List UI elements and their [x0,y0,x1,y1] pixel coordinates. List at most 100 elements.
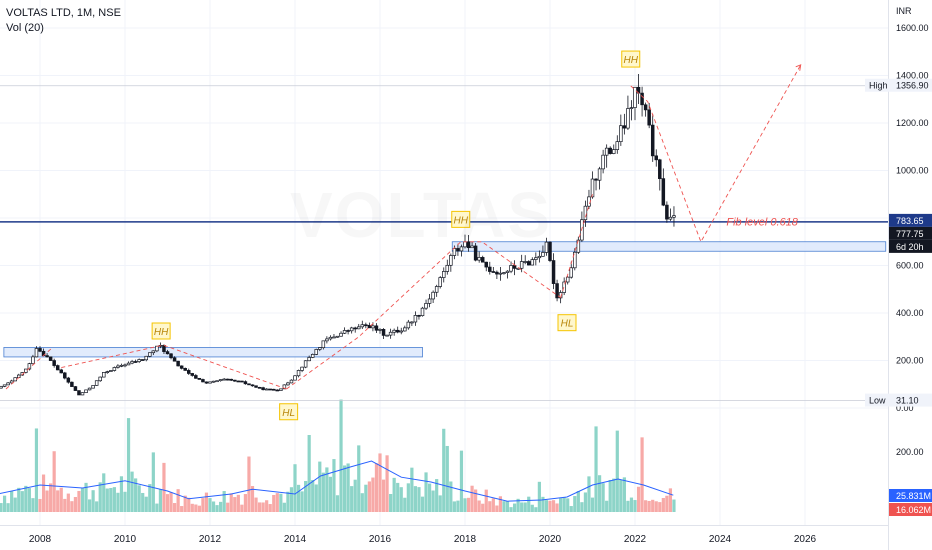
candle-body [445,264,450,272]
candle-body [73,386,78,391]
chart-legend[interactable]: VOLTAS LTD, 1M, NSE Vol (20) [6,6,121,36]
pattern-label: HH [154,327,169,338]
price-candles [0,74,676,396]
volume-bar [527,496,531,512]
candle-countdown: 6d 20h [896,242,924,252]
volume-bar [148,484,152,512]
volume-bar [158,489,163,512]
volume-bar [229,493,233,512]
candle-body [190,373,195,376]
candle-body [456,248,460,252]
volume-bar [601,483,605,512]
volume-bar [215,505,219,512]
candle-body [548,241,552,261]
symbol-title[interactable]: VOLTAS LTD, 1M, NSE [6,7,121,19]
candle-body [63,372,67,379]
candle-body [91,385,95,389]
drawing-tools[interactable]: HH HL HH HL HH Fib level 0.618 [5,50,802,421]
support-resistance-zones[interactable] [3,241,887,358]
candle-body [233,379,237,382]
candle-body [314,349,319,355]
candle-body [498,272,503,275]
price-tick-label: 600.00 [896,261,924,271]
volume-bar [190,503,194,512]
volume-bar [137,485,141,512]
volume-bar [66,493,70,512]
candle-body [275,389,280,392]
close-price: 777.75 [896,229,924,239]
horizontal-levels[interactable] [0,85,888,402]
volume-bar [385,455,389,512]
volume-bar [226,502,230,512]
candle-body [289,379,294,384]
candle-body [123,364,127,367]
time-tick-label: 2020 [539,534,562,545]
fib-level-label: Fib level 0.618 [726,217,798,229]
grid-lines [0,0,888,525]
candle-body [208,381,212,384]
volume-bar [176,489,180,512]
volume-bar [668,488,673,512]
candle-body [399,330,404,333]
candle-body [385,334,389,337]
candle-body [165,351,170,355]
volume-bar [211,501,216,512]
volume-bar [187,497,191,512]
volume-bar [523,502,527,512]
candle-body [133,361,138,363]
candle-body [59,369,63,374]
candle-body [2,384,7,387]
volume-bar [236,494,240,512]
candle-body [339,332,343,337]
candle-body [335,335,340,338]
volume-bar [452,501,456,512]
volume-bar [576,491,580,512]
volume-bar [80,487,85,512]
volume-bar [597,475,602,512]
volume-bar [644,500,648,512]
candle-body [105,371,110,373]
low-value: 31.10 [896,396,919,406]
candle-body [615,141,620,150]
volume-bar [459,450,464,512]
volume-bar [272,494,276,512]
price-tick-label: 1000.00 [896,166,929,176]
volume-bar [10,491,14,512]
volume-bar [381,479,386,512]
volume-bar [374,463,379,512]
volume-bar [562,497,566,512]
volume-bar [371,477,375,512]
candle-body [9,380,14,384]
volume-bar [233,497,237,512]
candle-body [303,360,308,368]
candle-body [565,276,570,283]
volume-indicator-title[interactable]: Vol (20) [6,22,44,34]
candle-body [0,386,3,389]
volume-bar [541,496,545,512]
candle-body [452,248,457,256]
candle-body [116,365,120,368]
price-zone-rectangle [3,347,423,358]
candle-body [286,382,290,386]
candle-body [551,260,556,284]
volume-bar [466,497,471,512]
candle-body [640,92,644,106]
candle-body [576,239,581,253]
pattern-label-box [557,314,577,332]
volume-bar [427,483,432,512]
volume-bar [399,487,403,512]
volume-bar [289,487,294,512]
candle-body [526,261,531,266]
candle-body [601,154,605,170]
volume-bar [321,472,325,512]
volume-bar [608,479,612,512]
candle-body [55,365,60,371]
symbol-watermark: VOLTAS [290,178,552,252]
candle-body [155,345,159,352]
volume-bar [548,500,552,512]
volume-bar [364,484,368,512]
time-axis: 2008 2010 2012 2014 2016 2018 2020 2022 2024 2026 [0,525,888,545]
candle-body [328,336,333,340]
candle-body [512,265,517,269]
